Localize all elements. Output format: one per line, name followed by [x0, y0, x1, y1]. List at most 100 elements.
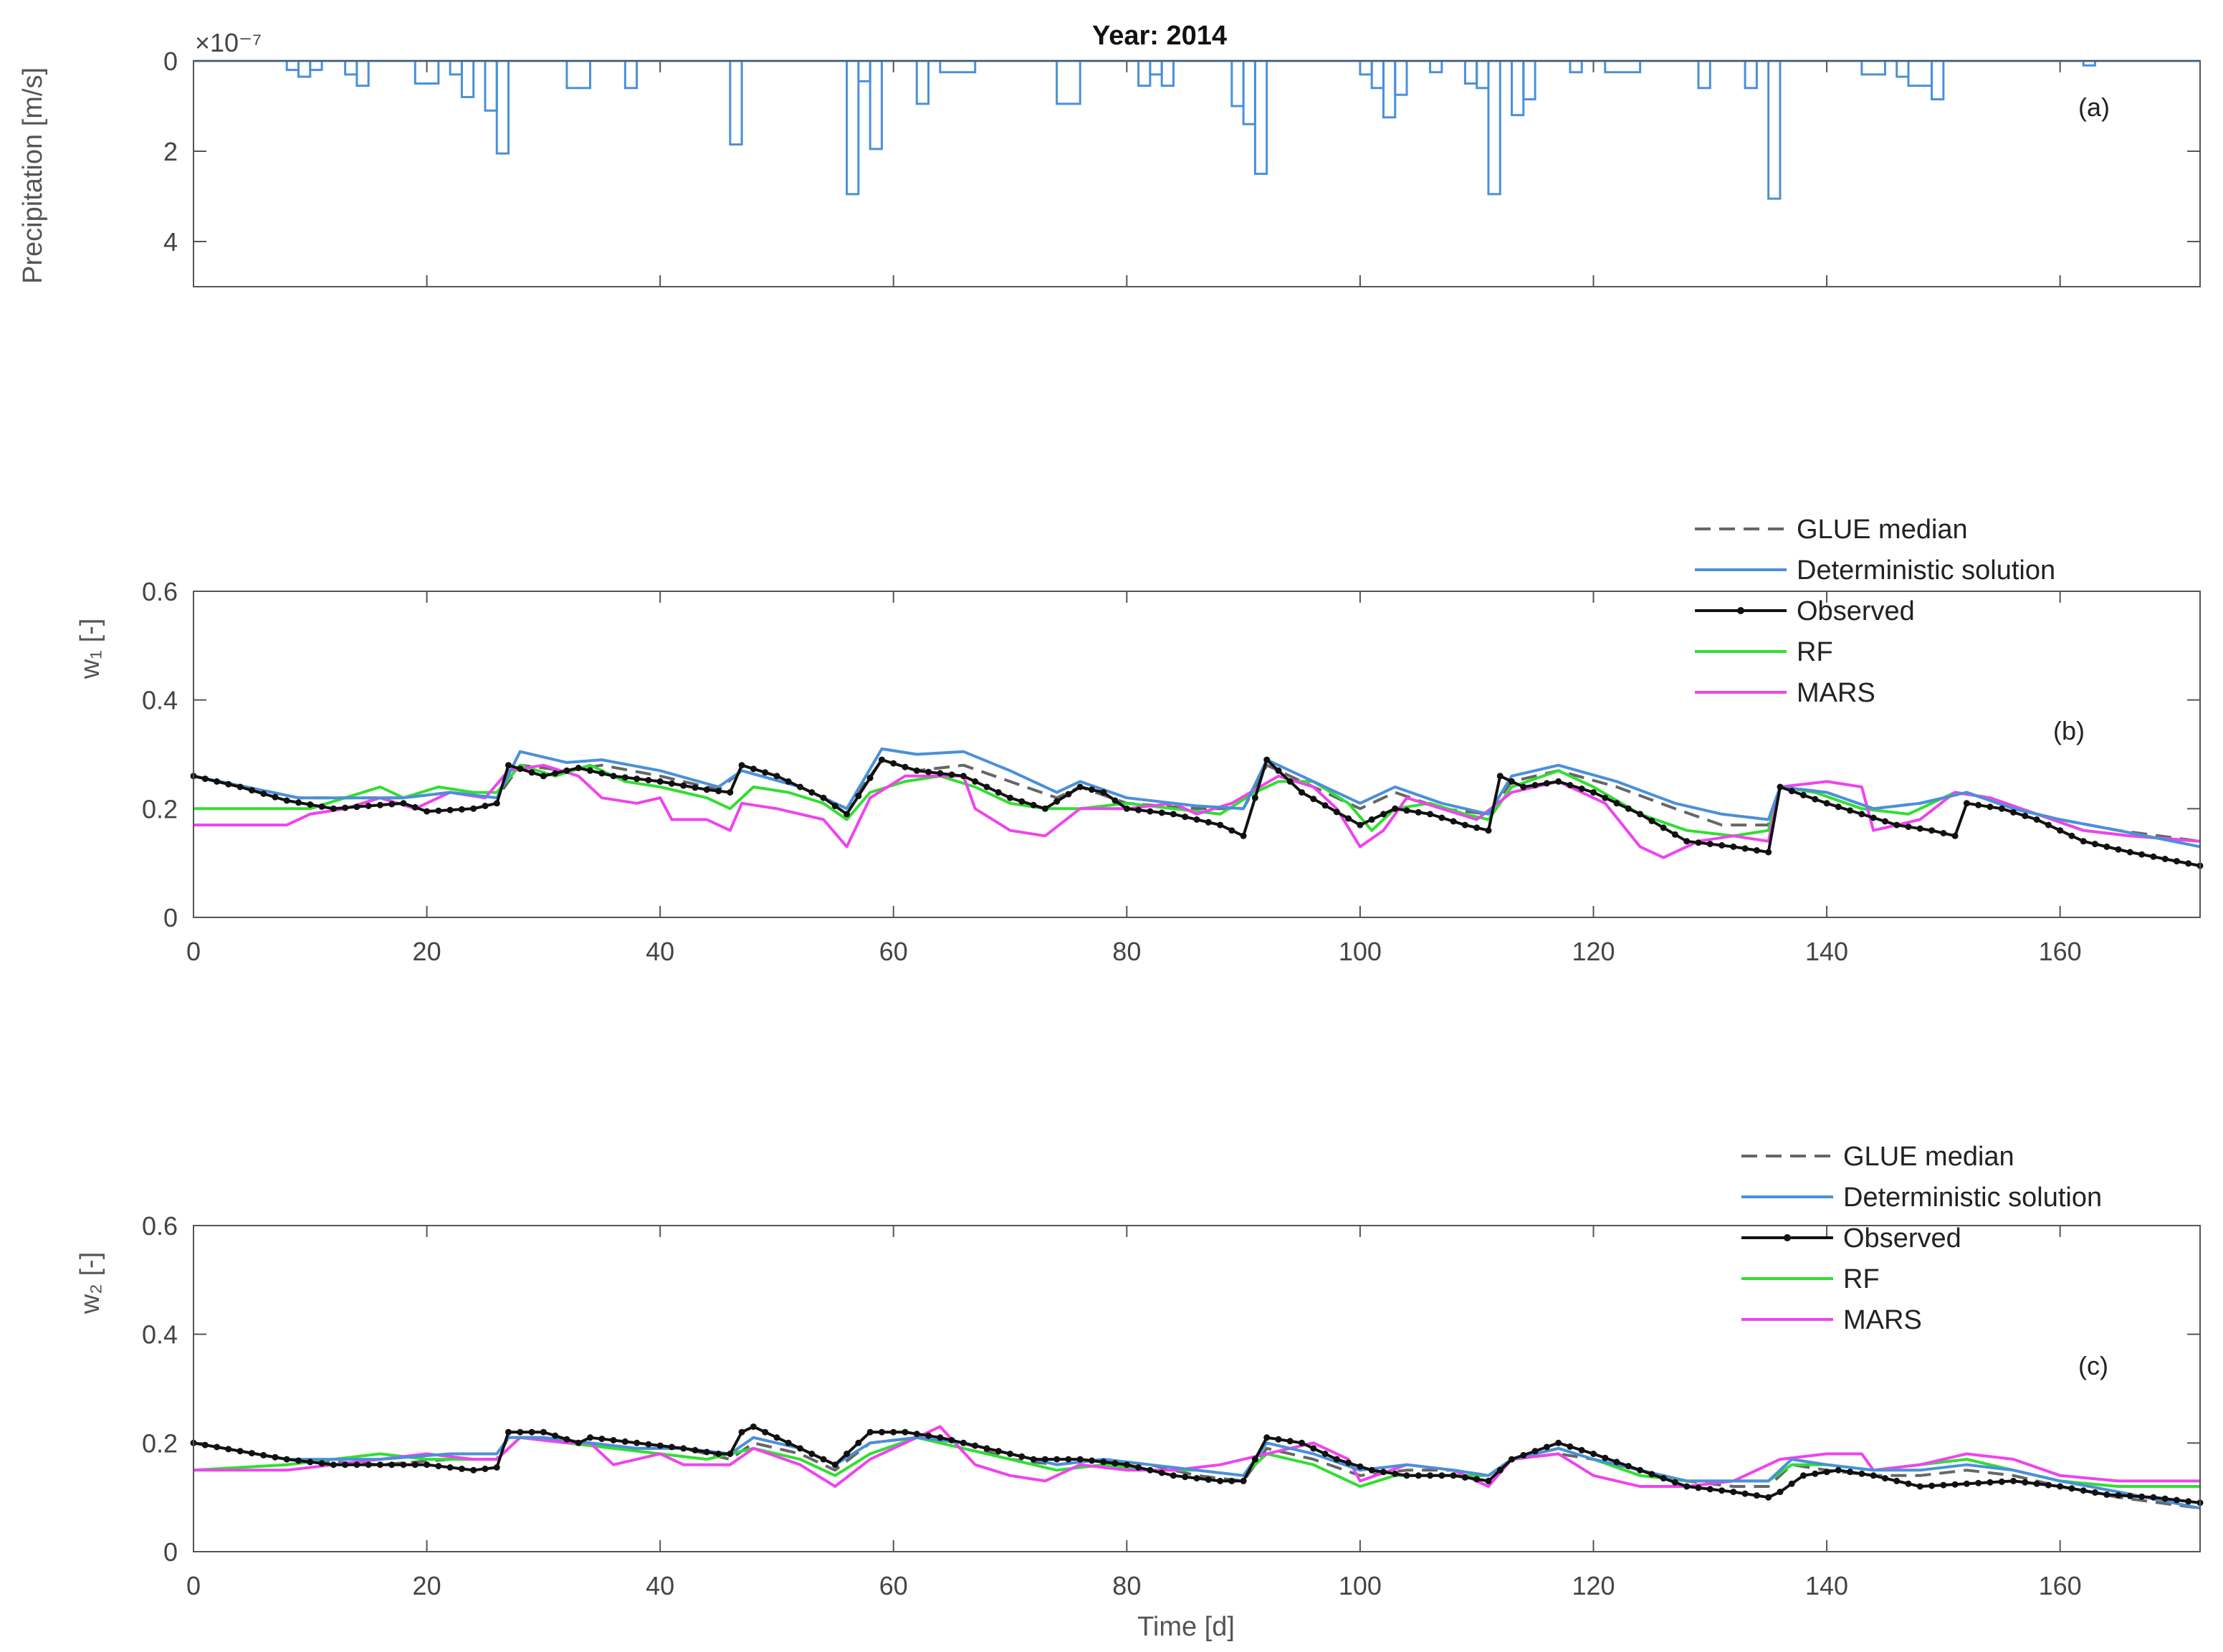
observed-marker — [1217, 821, 1224, 829]
observed-marker — [2173, 858, 2180, 865]
observed-marker — [283, 1456, 290, 1463]
observed-marker — [738, 1428, 745, 1436]
observed-marker — [1671, 1479, 1678, 1486]
y-multiplier-label: ×10⁻⁷ — [195, 28, 262, 57]
observed-marker — [1963, 1480, 1970, 1487]
observed-marker — [400, 1461, 407, 1469]
observed-marker — [960, 1439, 967, 1446]
series-group-c — [190, 1423, 2204, 1510]
observed-marker — [248, 787, 255, 794]
observed-marker — [1590, 1451, 1597, 1457]
observed-marker — [1007, 794, 1013, 801]
observed-marker — [972, 1442, 979, 1449]
panel-c: w₂ [-] Time [d] (c) 0 0.2 0.4 0.6 0 20 40 60 80 1… — [75, 1142, 2204, 1642]
observed-marker — [446, 806, 454, 813]
observed-marker — [1602, 1454, 1609, 1461]
observed-marker — [1951, 832, 1959, 839]
observed-marker — [470, 1466, 477, 1474]
observed-marker — [1905, 1480, 1912, 1487]
observed-marker — [1520, 783, 1527, 791]
observed-marker — [1392, 805, 1399, 812]
observed-marker — [1158, 1469, 1165, 1476]
observed-marker — [1648, 817, 1655, 824]
observed-marker — [843, 1451, 851, 1457]
observed-marker — [1299, 1439, 1305, 1446]
observed-marker — [2103, 1491, 2110, 1498]
observed-marker — [1450, 818, 1457, 825]
observed-marker — [2173, 1496, 2180, 1504]
observed-marker — [365, 803, 372, 809]
observed-marker — [1041, 805, 1048, 812]
observed-marker — [1777, 783, 1784, 791]
observed-marker — [1193, 816, 1200, 823]
observed-marker — [1217, 1477, 1224, 1484]
panel-label-c: (c) — [2078, 1351, 2108, 1380]
observed-marker — [1321, 802, 1329, 809]
observed-marker — [505, 762, 512, 769]
x-tick-label-b: 20 — [413, 937, 441, 966]
panel-b: w₁ [-] (b) 0 0.2 0.4 0.6 0 20 40 60 80 100 120 140 1… — [75, 515, 2204, 966]
x-tick-label-c: 160 — [2039, 1571, 2082, 1600]
observed-marker — [656, 778, 664, 785]
observed-marker — [1380, 1469, 1387, 1476]
observed-marker — [1531, 782, 1539, 788]
observed-marker — [1718, 1487, 1726, 1494]
observed-marker — [656, 1442, 664, 1449]
observed-marker — [1812, 1470, 1819, 1477]
observed-marker — [458, 806, 465, 813]
legend-label: RF — [1843, 1264, 1880, 1294]
observed-marker — [540, 1428, 547, 1436]
y-tick-label-a: 4 — [163, 227, 178, 257]
observed-marker — [493, 1464, 500, 1471]
series-line-deterministic-solution — [193, 1436, 2201, 1510]
observed-marker — [680, 782, 687, 789]
observed-marker — [995, 1448, 1002, 1455]
observed-marker — [1007, 1451, 1013, 1457]
observed-marker — [1299, 789, 1305, 796]
observed-marker — [1882, 1475, 1888, 1482]
observed-marker — [983, 1445, 990, 1452]
observed-marker — [1777, 1489, 1784, 1496]
observed-marker — [1987, 1479, 1994, 1486]
observed-marker — [785, 778, 792, 785]
observed-marker — [388, 1461, 396, 1469]
observed-marker — [1403, 807, 1410, 814]
y-axis-label-c: w₂ [-] — [75, 1252, 105, 1315]
observed-marker — [1509, 778, 1515, 785]
legend-b: GLUE median Deterministic solution Observe… — [1695, 515, 2055, 708]
legend-label: GLUE median — [1843, 1142, 2014, 1172]
observed-marker — [1170, 811, 1177, 818]
observed-marker — [879, 756, 885, 763]
observed-marker — [1461, 1474, 1468, 1481]
observed-marker — [1567, 782, 1574, 788]
observed-marker — [1555, 1439, 1562, 1446]
observed-marker — [1368, 1466, 1375, 1474]
series-line-mars — [193, 763, 2201, 859]
legend-label: MARS — [1843, 1305, 1922, 1335]
observed-marker — [610, 773, 617, 780]
observed-marker — [808, 1451, 816, 1457]
observed-marker — [1858, 1470, 1865, 1477]
panel-label-a: (a) — [2078, 92, 2110, 122]
observed-marker — [1637, 811, 1644, 818]
observed-marker — [1648, 1471, 1655, 1478]
x-tick-label-c: 100 — [1339, 1571, 1382, 1600]
observed-marker — [2092, 1489, 2098, 1496]
observed-marker — [1543, 780, 1550, 787]
observed-marker — [1578, 1446, 1585, 1453]
x-tick-label-b: 60 — [879, 937, 908, 966]
observed-marker — [2033, 1480, 2040, 1487]
observed-marker — [1916, 825, 1923, 832]
observed-marker — [295, 799, 302, 806]
observed-marker — [598, 1436, 606, 1443]
observed-marker — [1018, 798, 1026, 805]
observed-marker — [1310, 1445, 1317, 1452]
observed-marker — [2161, 1495, 2169, 1502]
observed-marker — [645, 1441, 652, 1448]
legend-label: Observed — [1843, 1223, 1961, 1254]
observed-marker — [692, 1446, 699, 1453]
observed-marker — [1613, 1458, 1620, 1466]
observed-marker — [1882, 818, 1888, 825]
observed-marker — [1065, 791, 1072, 798]
